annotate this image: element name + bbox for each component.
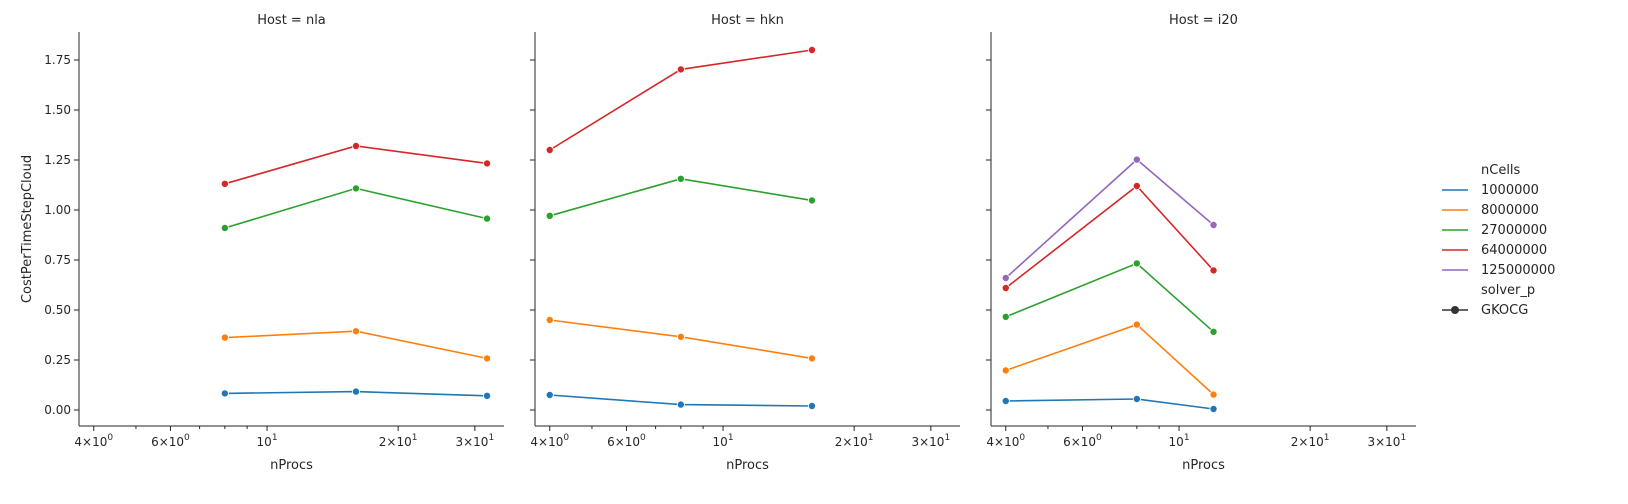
x-tick-label: 2×101 bbox=[1291, 433, 1330, 449]
data-point bbox=[1132, 259, 1141, 268]
data-point bbox=[220, 333, 229, 342]
x-axis-label: nProcs bbox=[270, 458, 313, 473]
x-tick-label: 4×100 bbox=[74, 433, 113, 449]
x-tick-label: 2×101 bbox=[835, 433, 874, 449]
data-point bbox=[545, 390, 554, 399]
legend: nCells 1000000 8000000 27000000 64000000 1250… bbox=[1442, 163, 1555, 318]
legend-entry: 1000000 bbox=[1481, 183, 1539, 198]
data-point bbox=[220, 223, 229, 232]
data-point bbox=[483, 214, 492, 223]
legend-style-entry: GKOCG bbox=[1481, 303, 1528, 318]
data-point bbox=[351, 387, 360, 396]
series-line bbox=[1005, 158, 1215, 279]
y-tick-label: 0.50 bbox=[44, 303, 71, 317]
series-line bbox=[1005, 262, 1215, 333]
series-line bbox=[224, 145, 488, 185]
data-point bbox=[351, 327, 360, 336]
legend-style-title: solver_p bbox=[1481, 283, 1535, 298]
data-point bbox=[1209, 390, 1218, 399]
data-point bbox=[483, 354, 492, 363]
series-line bbox=[549, 49, 813, 151]
series-line bbox=[1005, 398, 1214, 410]
x-tick-label: 4×100 bbox=[530, 433, 569, 449]
y-tick-label: 1.75 bbox=[44, 53, 71, 67]
legend-style-marker bbox=[1451, 306, 1459, 314]
x-tick-label: 101 bbox=[257, 433, 278, 449]
data-point bbox=[545, 211, 554, 220]
data-point bbox=[351, 184, 360, 193]
y-tick-label: 0.25 bbox=[44, 353, 71, 367]
legend-entry: 64000000 bbox=[1481, 243, 1547, 258]
legend-entry: 27000000 bbox=[1481, 223, 1547, 238]
x-tick-label: 2×101 bbox=[379, 433, 418, 449]
data-point bbox=[1209, 266, 1218, 275]
legend-title: nCells bbox=[1481, 163, 1521, 178]
x-tick-label: 6×100 bbox=[1063, 433, 1102, 449]
legend-entry: 125000000 bbox=[1481, 263, 1555, 278]
data-point bbox=[220, 389, 229, 398]
data-point bbox=[483, 391, 492, 400]
data-point bbox=[676, 65, 685, 74]
y-tick-label: 1.25 bbox=[44, 153, 71, 167]
data-point bbox=[351, 141, 360, 150]
data-point bbox=[676, 332, 685, 341]
x-tick-label: 3×101 bbox=[455, 433, 494, 449]
data-point bbox=[1001, 396, 1010, 405]
x-tick-label: 6×100 bbox=[151, 433, 190, 449]
x-axis-label: nProcs bbox=[1182, 458, 1225, 473]
panel-title: Host = nla bbox=[257, 13, 326, 28]
series-line bbox=[224, 330, 488, 360]
series-line bbox=[224, 187, 488, 229]
facet-panel: Host = hkn 4×100 6×100 101 2×101 3×101 nProcs bbox=[530, 13, 960, 473]
data-point bbox=[220, 179, 229, 188]
series-line bbox=[1005, 184, 1215, 289]
data-point bbox=[1001, 312, 1010, 321]
data-point bbox=[807, 354, 816, 363]
y-tick-label: 0.00 bbox=[44, 403, 71, 417]
y-axis-label: CostPerTimeStepCloud bbox=[20, 155, 35, 303]
x-tick-label: 101 bbox=[1169, 433, 1190, 449]
x-axis-label: nProcs bbox=[726, 458, 769, 473]
data-point bbox=[1209, 404, 1218, 413]
y-tick-label: 0.75 bbox=[44, 253, 71, 267]
x-tick-label: 4×100 bbox=[986, 433, 1025, 449]
series-line bbox=[1005, 323, 1215, 396]
data-point bbox=[483, 159, 492, 168]
data-point bbox=[545, 145, 554, 154]
data-point bbox=[1209, 220, 1218, 229]
data-point bbox=[1132, 181, 1141, 190]
data-point bbox=[1001, 273, 1010, 282]
data-point bbox=[1132, 320, 1141, 329]
data-point bbox=[807, 46, 816, 55]
data-point bbox=[676, 174, 685, 183]
data-point bbox=[1132, 155, 1141, 164]
data-point bbox=[676, 400, 685, 409]
y-tick-label: 1.50 bbox=[44, 103, 71, 117]
data-point bbox=[807, 196, 816, 205]
data-point bbox=[807, 401, 816, 410]
data-point bbox=[1001, 366, 1010, 375]
data-point bbox=[1001, 283, 1010, 292]
panel-title: Host = i20 bbox=[1169, 13, 1238, 28]
data-point bbox=[1132, 394, 1141, 403]
data-point bbox=[545, 315, 554, 324]
facet-panel: Host = i20 4×100 6×100 101 2×101 3×101 nProcs bbox=[986, 13, 1416, 473]
series-line bbox=[549, 177, 813, 217]
panel-title: Host = hkn bbox=[711, 13, 784, 28]
x-tick-label: 101 bbox=[713, 433, 734, 449]
legend-entry: 8000000 bbox=[1481, 203, 1539, 218]
x-tick-label: 3×101 bbox=[911, 433, 950, 449]
x-tick-label: 3×101 bbox=[1367, 433, 1406, 449]
facet-panel: Host = nla 0.00 0.25 0.50 0.75 1.00 1.25 1.50 1.… bbox=[44, 13, 504, 473]
y-tick-label: 1.00 bbox=[44, 203, 71, 217]
data-point bbox=[1209, 327, 1218, 336]
x-tick-label: 6×100 bbox=[607, 433, 646, 449]
